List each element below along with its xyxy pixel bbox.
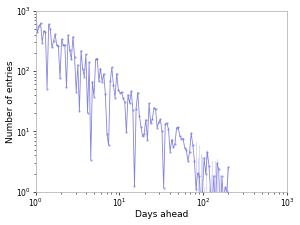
Y-axis label: Number of entries: Number of entries — [6, 60, 15, 142]
X-axis label: Days ahead: Days ahead — [135, 210, 188, 219]
